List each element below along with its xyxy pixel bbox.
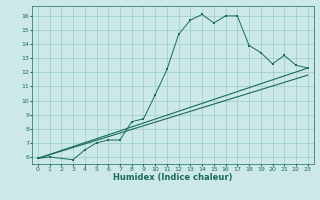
- X-axis label: Humidex (Indice chaleur): Humidex (Indice chaleur): [113, 173, 233, 182]
